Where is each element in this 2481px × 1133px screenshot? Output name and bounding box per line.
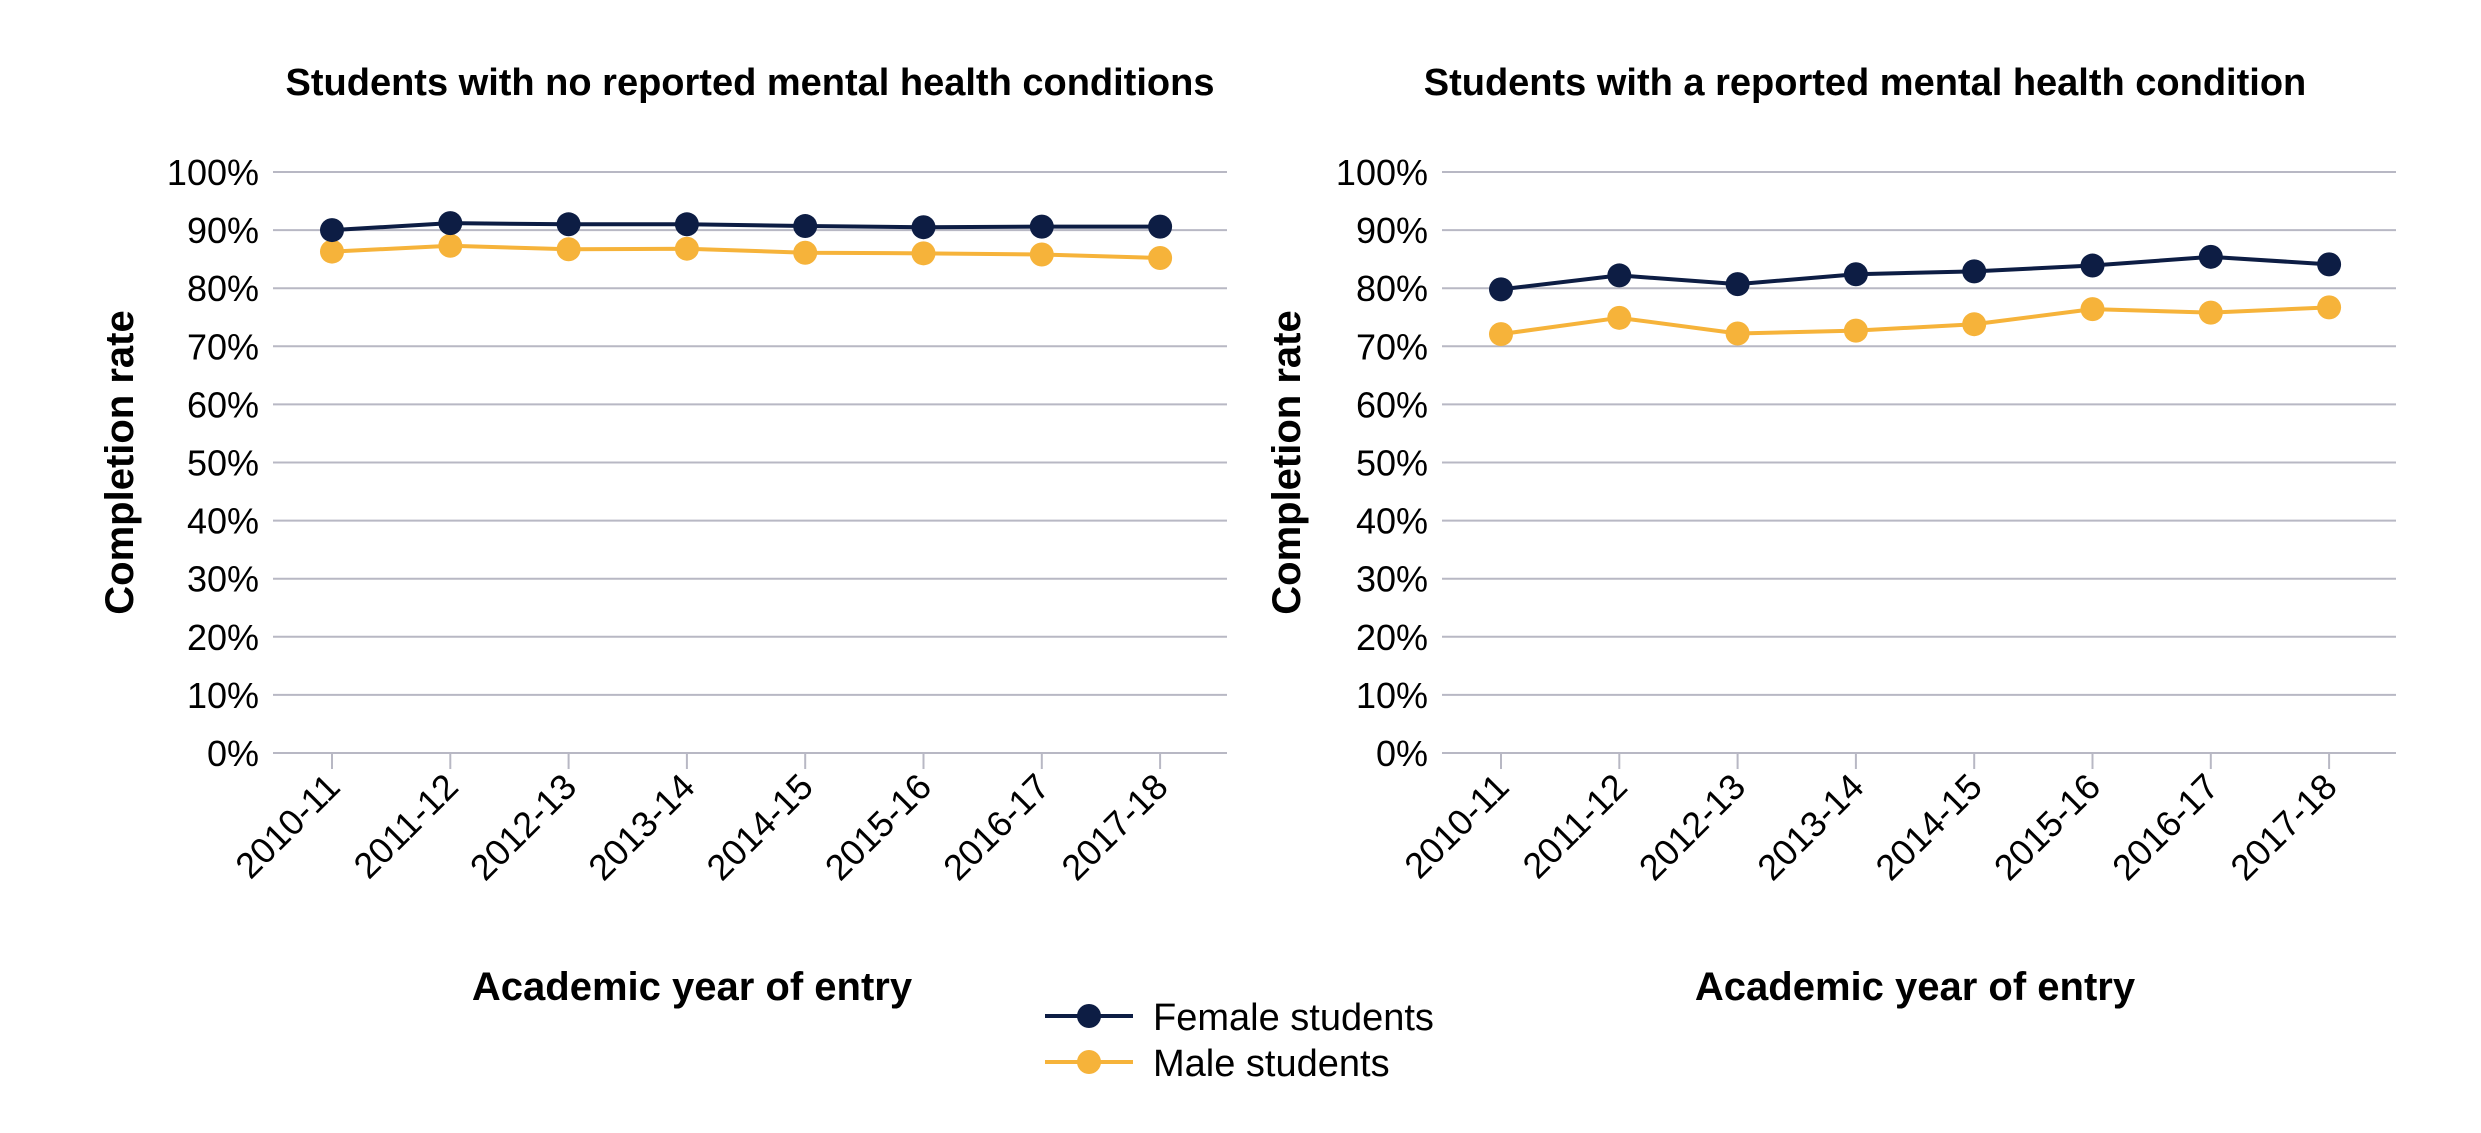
y-tick-label: 10% xyxy=(187,675,259,716)
data-point-female-students xyxy=(1489,277,1513,302)
data-point-male-students xyxy=(1843,318,1868,343)
data-point-female-students xyxy=(1725,272,1750,297)
y-tick-label: 50% xyxy=(1356,443,1428,484)
y-tick-label: 10% xyxy=(1356,675,1428,716)
x-tick-label: 2013-14 xyxy=(1749,766,1871,888)
y-tick-label: 100% xyxy=(1336,152,1428,193)
data-point-male-students xyxy=(1607,305,1632,330)
x-tick-label: 2015-16 xyxy=(1986,766,2108,888)
x-tick-label: 2010-11 xyxy=(1396,766,1517,887)
y-tick-label: 50% xyxy=(187,443,259,484)
x-tick-label: 2017-18 xyxy=(1053,766,1175,888)
y-tick-label: 40% xyxy=(187,501,259,542)
y-tick-label: 70% xyxy=(187,326,259,367)
chart-title: Students with no reported mental health … xyxy=(286,62,1215,104)
data-point-female-students xyxy=(556,212,581,237)
x-tick-label: 2016-17 xyxy=(2104,766,2226,888)
data-point-male-students xyxy=(556,237,581,262)
y-tick-label: 20% xyxy=(1356,617,1428,658)
data-point-female-students xyxy=(2080,253,2105,278)
data-point-male-students xyxy=(674,236,699,261)
data-point-female-students xyxy=(911,215,936,240)
y-tick-label: 100% xyxy=(167,152,259,193)
x-axis-title: Academic year of entry xyxy=(472,965,913,1009)
data-point-male-students xyxy=(438,233,463,258)
data-point-male-students xyxy=(2198,300,2223,325)
data-point-male-students xyxy=(1029,242,1054,267)
data-point-female-students xyxy=(1148,214,1173,239)
x-axis-title: Academic year of entry xyxy=(1695,965,2136,1009)
x-tick-label: 2014-15 xyxy=(698,766,820,888)
y-tick-label: 80% xyxy=(187,268,259,309)
data-point-male-students xyxy=(911,241,936,266)
y-tick-label: 60% xyxy=(187,384,259,425)
data-point-male-students xyxy=(1725,321,1750,346)
x-tick-label: 2017-18 xyxy=(2222,766,2344,888)
y-tick-label: 0% xyxy=(207,733,259,774)
data-point-female-students xyxy=(2198,244,2223,269)
y-axis-title: Completion rate xyxy=(1265,310,1309,614)
legend-label-female: Female students xyxy=(1153,997,1434,1039)
data-point-female-students xyxy=(1962,259,1987,284)
chart-panel-1: Students with no reported mental health … xyxy=(98,62,1227,1009)
data-point-male-students xyxy=(320,239,344,264)
data-point-male-students xyxy=(2080,297,2105,322)
data-point-female-students xyxy=(438,211,463,236)
x-tick-label: 2015-16 xyxy=(817,766,939,888)
x-tick-label: 2012-13 xyxy=(1631,766,1753,888)
x-tick-label: 2012-13 xyxy=(462,766,584,888)
data-point-male-students xyxy=(1489,322,1513,347)
series-line-female-students xyxy=(1500,254,2330,292)
x-tick-label: 2016-17 xyxy=(935,766,1057,888)
x-tick-label: 2011-12 xyxy=(1514,766,1635,887)
x-tick-label: 2013-14 xyxy=(580,766,702,888)
y-tick-label: 30% xyxy=(1356,559,1428,600)
y-tick-label: 40% xyxy=(1356,501,1428,542)
series-line-male-students xyxy=(1500,305,2330,337)
data-point-female-students xyxy=(1607,263,1632,288)
data-point-female-students xyxy=(1843,262,1868,287)
data-point-female-students xyxy=(1029,214,1054,239)
y-tick-label: 30% xyxy=(187,559,259,600)
y-tick-label: 0% xyxy=(1376,733,1428,774)
data-point-female-students xyxy=(2317,252,2342,277)
data-point-female-students xyxy=(674,212,699,237)
y-tick-label: 90% xyxy=(1356,210,1428,251)
x-tick-label: 2014-15 xyxy=(1867,766,1989,888)
y-axis-title: Completion rate xyxy=(98,310,142,614)
data-point-female-students xyxy=(793,214,818,239)
data-point-male-students xyxy=(2317,295,2342,320)
y-tick-label: 20% xyxy=(187,617,259,658)
legend-marker-male xyxy=(1077,1050,1101,1074)
data-point-male-students xyxy=(1962,312,1987,337)
legend-label-male: Male students xyxy=(1153,1043,1390,1085)
chart-panel-2: Students with a reported mental health c… xyxy=(1265,62,2396,1009)
y-tick-label: 80% xyxy=(1356,268,1428,309)
data-point-male-students xyxy=(793,240,818,265)
x-tick-label: 2010-11 xyxy=(227,766,348,887)
chart-title: Students with a reported mental health c… xyxy=(1424,62,2307,104)
legend: Female students Male students xyxy=(1045,997,1434,1085)
y-tick-label: 90% xyxy=(187,210,259,251)
x-tick-label: 2011-12 xyxy=(345,766,466,887)
y-tick-label: 60% xyxy=(1356,384,1428,425)
data-point-female-students xyxy=(320,218,344,243)
series-line-male-students xyxy=(331,243,1161,260)
series-line-female-students xyxy=(331,221,1161,233)
y-tick-label: 70% xyxy=(1356,326,1428,367)
legend-marker-female xyxy=(1077,1004,1101,1028)
data-point-male-students xyxy=(1148,245,1173,270)
